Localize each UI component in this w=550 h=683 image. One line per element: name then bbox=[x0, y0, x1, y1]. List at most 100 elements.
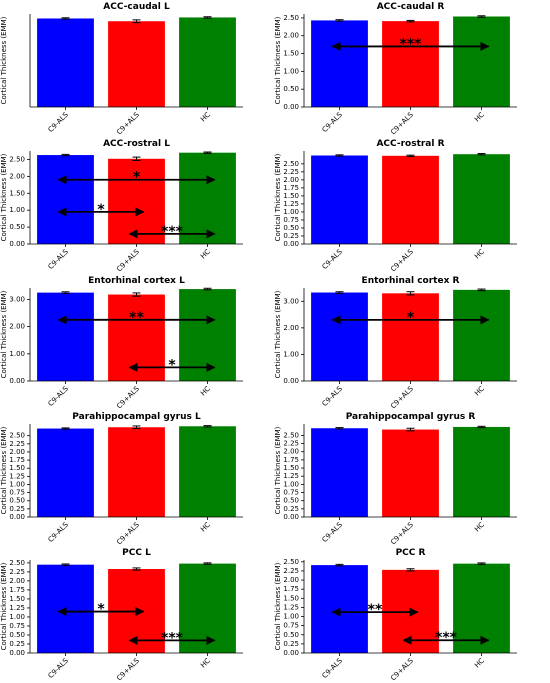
error-bar bbox=[132, 19, 141, 24]
y-tick-label: 0.50 bbox=[283, 631, 299, 639]
error-bar bbox=[335, 19, 344, 22]
y-tick-label: 0.25 bbox=[283, 640, 299, 648]
bar bbox=[453, 289, 510, 381]
x-tick-label: C9-ALS bbox=[321, 656, 345, 680]
y-axis-label: Cortical Thickness (EMM) bbox=[0, 153, 8, 241]
y-axis-label: Cortical Thickness (EMM) bbox=[274, 153, 282, 241]
y-tick-label: 2.25 bbox=[9, 568, 25, 576]
error-bar bbox=[132, 567, 141, 571]
bar bbox=[37, 155, 94, 244]
panel: PCC R Cortical Thickness (EMM) C9-ALS C9+AL… bbox=[274, 548, 517, 682]
panel-title: PCC R bbox=[396, 548, 426, 558]
x-tick-label: HC bbox=[199, 521, 212, 534]
panel-title: Entorhinal cortex R bbox=[362, 276, 460, 286]
y-tick-label: 0.00 bbox=[9, 649, 25, 657]
bar bbox=[382, 155, 439, 244]
bar bbox=[311, 428, 368, 517]
error-bar bbox=[61, 17, 70, 20]
bar bbox=[37, 292, 94, 381]
y-tick-label: 0.75 bbox=[9, 489, 25, 497]
significance-label: ** bbox=[368, 602, 383, 618]
y-tick-label: 1.00 bbox=[283, 613, 299, 621]
significance-label: *** bbox=[161, 630, 184, 646]
bar bbox=[179, 152, 236, 244]
panel-title: ACC-caudal L bbox=[103, 2, 170, 12]
y-tick-label: 1.00 bbox=[283, 480, 299, 488]
x-tick-label: C9+ALS bbox=[389, 247, 415, 273]
y-tick-label: 2.50 bbox=[9, 432, 25, 440]
bar bbox=[179, 17, 236, 108]
error-bar bbox=[477, 15, 486, 18]
error-bar bbox=[406, 154, 415, 157]
y-tick-label: 2.50 bbox=[9, 559, 25, 567]
x-tick-label: HC bbox=[473, 657, 486, 670]
bar bbox=[453, 16, 510, 107]
y-tick-label: 0.00 bbox=[9, 377, 25, 385]
y-tick-label: 0.25 bbox=[283, 232, 299, 240]
y-tick-label: 2.00 bbox=[9, 577, 25, 585]
y-tick-label: 0.50 bbox=[9, 223, 25, 231]
y-tick-label: 2.50 bbox=[283, 14, 299, 22]
y-tick-label: 1.00 bbox=[9, 613, 25, 621]
error-bar bbox=[477, 153, 486, 156]
y-tick-label: 0.75 bbox=[9, 622, 25, 630]
y-tick-label: 1.50 bbox=[9, 595, 25, 603]
y-tick-label: 1.00 bbox=[283, 67, 299, 75]
y-tick-label: 0.50 bbox=[283, 224, 299, 232]
panel: ACC-rostral R Cortical Thickness (EMM) C9-… bbox=[274, 139, 517, 273]
x-tick-label: HC bbox=[473, 111, 486, 124]
error-bar bbox=[335, 563, 344, 567]
error-bar bbox=[203, 562, 212, 565]
y-axis-label: Cortical Thickness (EMM) bbox=[274, 562, 282, 650]
x-tick-label: C9+ALS bbox=[389, 384, 415, 410]
y-tick-label: 0.25 bbox=[283, 505, 299, 513]
bar bbox=[37, 18, 94, 108]
error-bar bbox=[132, 292, 141, 297]
y-axis-label: Cortical Thickness (EMM) bbox=[0, 16, 8, 104]
x-tick-label: HC bbox=[199, 248, 212, 261]
bar bbox=[179, 426, 236, 517]
y-tick-label: 0.25 bbox=[9, 505, 25, 513]
error-bar bbox=[203, 425, 212, 428]
bar bbox=[311, 292, 368, 381]
error-bar bbox=[203, 151, 212, 154]
y-axis-label: Cortical Thickness (EMM) bbox=[0, 426, 8, 514]
y-tick-label: 2.25 bbox=[283, 567, 299, 575]
y-tick-label: 1.50 bbox=[9, 464, 25, 472]
significance-label: *** bbox=[400, 36, 423, 52]
error-bar bbox=[335, 154, 344, 157]
y-tick-label: 1.75 bbox=[9, 456, 25, 464]
x-tick-label: C9-ALS bbox=[47, 520, 71, 544]
panel: Parahippocampal gyrus R Cortical Thicknes… bbox=[274, 412, 517, 546]
y-axis-label: Cortical Thickness (EMM) bbox=[0, 562, 8, 650]
y-tick-label: 2.25 bbox=[9, 440, 25, 448]
panel-title: ACC-rostral R bbox=[376, 139, 444, 149]
y-tick-label: 0.50 bbox=[9, 497, 25, 505]
y-tick-label: 2.50 bbox=[9, 155, 25, 163]
error-bar bbox=[477, 288, 486, 292]
x-tick-label: C9+ALS bbox=[115, 247, 141, 273]
y-tick-label: 1.75 bbox=[283, 585, 299, 593]
significance-label: * bbox=[407, 310, 415, 326]
error-bar bbox=[132, 425, 141, 430]
bar bbox=[382, 429, 439, 517]
y-tick-label: 0.50 bbox=[283, 85, 299, 93]
x-tick-label: C9+ALS bbox=[389, 110, 415, 136]
y-tick-label: 0.75 bbox=[283, 622, 299, 630]
y-tick-label: 1.75 bbox=[9, 586, 25, 594]
y-axis-label: Cortical Thickness (EMM) bbox=[274, 426, 282, 514]
significance-label: *** bbox=[435, 630, 458, 646]
panel-title: Parahippocampal gyrus L bbox=[72, 412, 201, 422]
y-tick-label: 1.25 bbox=[9, 472, 25, 480]
panel: ACC-caudal R Cortical Thickness (EMM) C9-A… bbox=[274, 2, 517, 136]
y-tick-label: 2.00 bbox=[283, 324, 299, 332]
y-tick-label: 2.00 bbox=[283, 576, 299, 584]
bar bbox=[108, 427, 165, 517]
y-tick-label: 2.00 bbox=[9, 323, 25, 331]
y-tick-label: 1.50 bbox=[283, 464, 299, 472]
y-tick-label: 0.50 bbox=[283, 497, 299, 505]
y-tick-label: 0.75 bbox=[283, 489, 299, 497]
y-tick-label: 2.50 bbox=[283, 160, 299, 168]
y-tick-label: 1.00 bbox=[9, 350, 25, 358]
